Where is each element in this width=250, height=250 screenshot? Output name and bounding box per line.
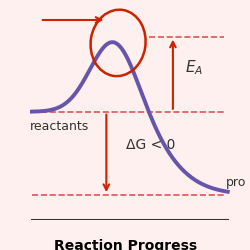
Text: ΔG < 0: ΔG < 0 [126, 138, 175, 152]
Text: pro: pro [226, 176, 246, 189]
Text: $E_A$: $E_A$ [185, 58, 203, 77]
Text: Reaction Progress: Reaction Progress [54, 239, 197, 250]
Text: reactants: reactants [30, 120, 89, 133]
